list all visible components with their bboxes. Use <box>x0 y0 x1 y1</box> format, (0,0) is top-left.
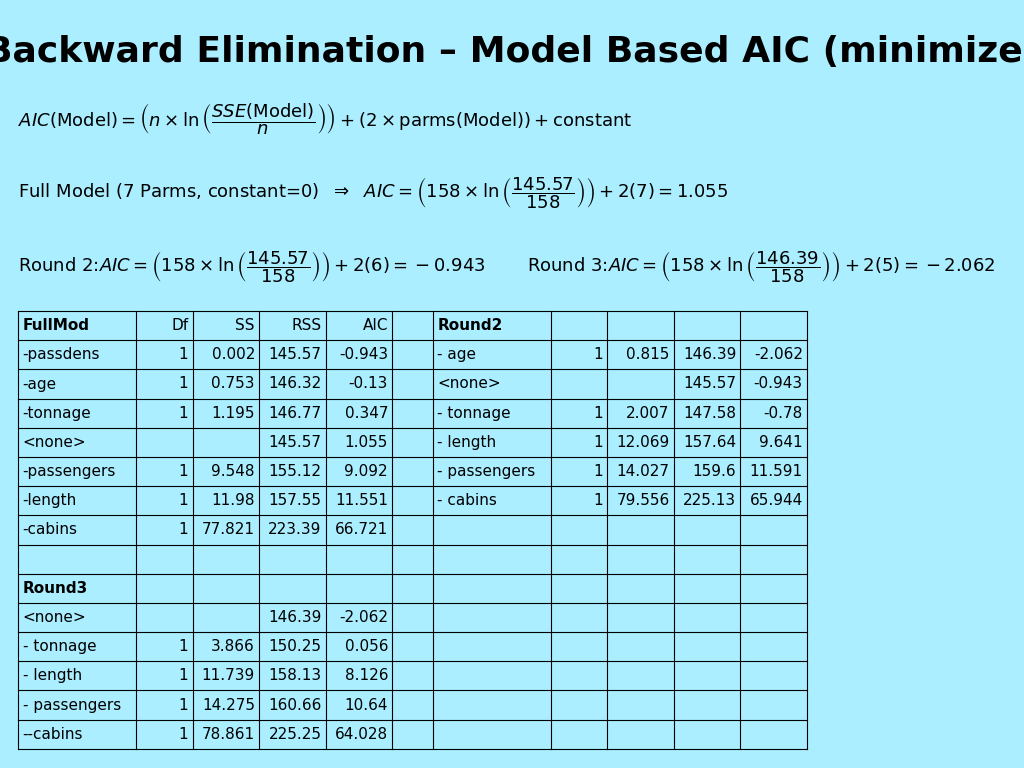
Text: 14.027: 14.027 <box>616 464 670 479</box>
Text: - age: - age <box>437 347 476 362</box>
Text: 1: 1 <box>179 668 188 684</box>
Text: - passengers: - passengers <box>23 697 121 713</box>
Text: - cabins: - cabins <box>437 493 497 508</box>
Text: 66.721: 66.721 <box>335 522 388 538</box>
Text: AIC: AIC <box>362 318 388 333</box>
Text: 1: 1 <box>179 347 188 362</box>
Text: 1: 1 <box>594 435 603 450</box>
Text: 145.57: 145.57 <box>268 435 322 450</box>
Text: 11.591: 11.591 <box>750 464 803 479</box>
Text: 12.069: 12.069 <box>616 435 670 450</box>
Text: Round2: Round2 <box>437 318 503 333</box>
Text: 157.55: 157.55 <box>268 493 322 508</box>
Text: -cabins: -cabins <box>23 522 78 538</box>
Text: 65.944: 65.944 <box>750 493 803 508</box>
Text: 0.753: 0.753 <box>212 376 255 392</box>
Text: 1: 1 <box>179 493 188 508</box>
Text: 0.056: 0.056 <box>345 639 388 654</box>
Text: 160.66: 160.66 <box>268 697 322 713</box>
Text: $AIC\left(\mathrm{Model}\right) = \left(n \times \ln\left(\dfrac{SSE\left(\mathr: $AIC\left(\mathrm{Model}\right) = \left(… <box>18 101 633 137</box>
Text: -age: -age <box>23 376 56 392</box>
Text: <none>: <none> <box>23 435 86 450</box>
Text: Round 2:$AIC = \left(158 \times \ln\left(\dfrac{145.57}{158}\right)\right) + 2(6: Round 2:$AIC = \left(158 \times \ln\left… <box>18 250 486 285</box>
Text: 157.64: 157.64 <box>683 435 736 450</box>
Text: RSS: RSS <box>292 318 322 333</box>
Text: 225.13: 225.13 <box>683 493 736 508</box>
Text: 78.861: 78.861 <box>202 727 255 742</box>
Text: 79.556: 79.556 <box>616 493 670 508</box>
Text: -tonnage: -tonnage <box>23 406 91 421</box>
Text: 150.25: 150.25 <box>268 639 322 654</box>
Text: 1: 1 <box>179 697 188 713</box>
Text: -2.062: -2.062 <box>754 347 803 362</box>
Text: - length: - length <box>437 435 497 450</box>
Text: - length: - length <box>23 668 82 684</box>
Text: 9.092: 9.092 <box>344 464 388 479</box>
Text: 1: 1 <box>179 522 188 538</box>
Text: 2.007: 2.007 <box>627 406 670 421</box>
Text: 145.57: 145.57 <box>683 376 736 392</box>
Text: 1.195: 1.195 <box>212 406 255 421</box>
Text: 0.347: 0.347 <box>345 406 388 421</box>
Text: 8.126: 8.126 <box>345 668 388 684</box>
Text: 9.641: 9.641 <box>759 435 803 450</box>
Text: 11.739: 11.739 <box>202 668 255 684</box>
Text: 3.866: 3.866 <box>211 639 255 654</box>
Text: -0.943: -0.943 <box>754 376 803 392</box>
Text: - tonnage: - tonnage <box>23 639 96 654</box>
Text: -passengers: -passengers <box>23 464 116 479</box>
Text: -length: -length <box>23 493 77 508</box>
Text: 9.548: 9.548 <box>212 464 255 479</box>
Text: 11.98: 11.98 <box>212 493 255 508</box>
Text: 159.6: 159.6 <box>692 464 736 479</box>
Text: Round3: Round3 <box>23 581 88 596</box>
Text: 1: 1 <box>594 493 603 508</box>
Text: 1: 1 <box>179 376 188 392</box>
Text: Round 3:$AIC = \left(158 \times \ln\left(\dfrac{146.39}{158}\right)\right) + 2(5: Round 3:$AIC = \left(158 \times \ln\left… <box>527 250 996 285</box>
Text: 147.58: 147.58 <box>683 406 736 421</box>
Text: Full Model (7 Parms, constant=0)  $\Rightarrow$  $AIC = \left(158 \times \ln\lef: Full Model (7 Parms, constant=0) $\Right… <box>18 176 729 211</box>
Text: 146.39: 146.39 <box>683 347 736 362</box>
Text: -0.78: -0.78 <box>764 406 803 421</box>
Text: 223.39: 223.39 <box>268 522 322 538</box>
Text: --cabins: --cabins <box>23 727 83 742</box>
Text: 14.275: 14.275 <box>202 697 255 713</box>
Text: Df: Df <box>171 318 188 333</box>
Text: 146.77: 146.77 <box>268 406 322 421</box>
Text: <none>: <none> <box>437 376 501 392</box>
Text: SS: SS <box>236 318 255 333</box>
Text: 1: 1 <box>594 464 603 479</box>
Text: 158.13: 158.13 <box>268 668 322 684</box>
Text: 1: 1 <box>179 464 188 479</box>
Text: 155.12: 155.12 <box>268 464 322 479</box>
Text: 225.25: 225.25 <box>268 727 322 742</box>
Text: 1.055: 1.055 <box>345 435 388 450</box>
Text: 1: 1 <box>594 347 603 362</box>
Text: - passengers: - passengers <box>437 464 536 479</box>
Text: -0.13: -0.13 <box>349 376 388 392</box>
Text: 146.39: 146.39 <box>268 610 322 625</box>
Text: FullMod: FullMod <box>23 318 89 333</box>
Text: 0.815: 0.815 <box>627 347 670 362</box>
Text: - tonnage: - tonnage <box>437 406 511 421</box>
Text: 11.551: 11.551 <box>335 493 388 508</box>
Text: 1: 1 <box>594 406 603 421</box>
Text: 0.002: 0.002 <box>212 347 255 362</box>
Text: 145.57: 145.57 <box>268 347 322 362</box>
Text: -2.062: -2.062 <box>339 610 388 625</box>
Text: Backward Elimination – Model Based AIC (minimize): Backward Elimination – Model Based AIC (… <box>0 35 1024 68</box>
Text: 77.821: 77.821 <box>202 522 255 538</box>
Text: 1: 1 <box>179 406 188 421</box>
Text: 146.32: 146.32 <box>268 376 322 392</box>
Text: 1: 1 <box>179 639 188 654</box>
Text: -passdens: -passdens <box>23 347 100 362</box>
Text: 1: 1 <box>179 727 188 742</box>
Text: 10.64: 10.64 <box>345 697 388 713</box>
Text: -0.943: -0.943 <box>339 347 388 362</box>
Text: <none>: <none> <box>23 610 86 625</box>
Text: 64.028: 64.028 <box>335 727 388 742</box>
